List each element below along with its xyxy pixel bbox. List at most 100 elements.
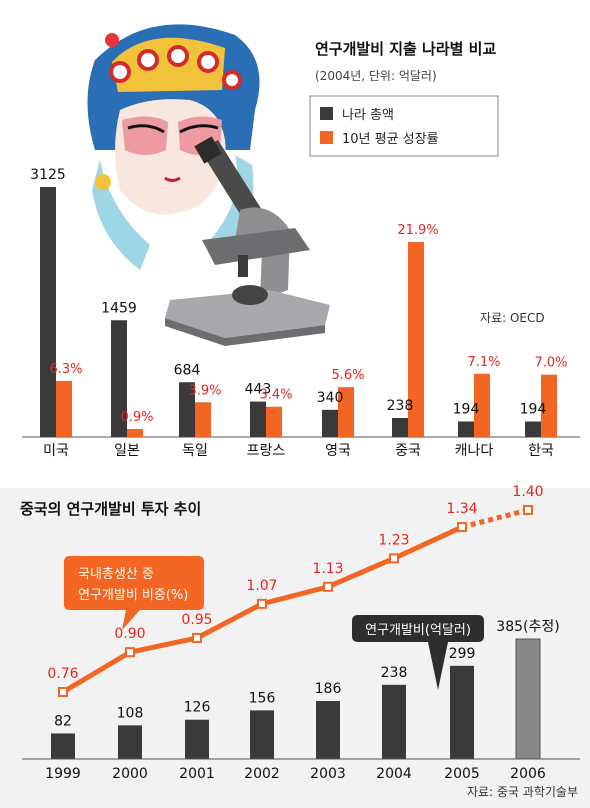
microscope-illustration	[165, 136, 330, 346]
line-point-label: 0.76	[47, 666, 78, 682]
line-callout-text-1: 국내총생산 중	[78, 567, 154, 582]
bar-rd-label: 156	[249, 690, 276, 706]
year-label: 2003	[310, 766, 346, 782]
bar-total-label: 194	[453, 401, 480, 417]
line-point-label: 1.40	[512, 484, 543, 500]
bar-rd-label: 108	[117, 705, 144, 721]
category-label: 영국	[325, 443, 351, 459]
line-point-label: 0.90	[114, 626, 145, 642]
line-point-label: 1.07	[246, 578, 277, 594]
bar-growth	[195, 402, 211, 437]
bar-rd-label: 238	[381, 665, 408, 681]
bar-estimate	[515, 638, 541, 760]
line-series-projection	[461, 507, 529, 530]
year-label: 2002	[244, 766, 280, 782]
category-label: 프랑스	[247, 443, 286, 459]
bar-total	[392, 417, 408, 437]
bar-growth-label: 0.9%	[120, 410, 153, 425]
bar-total	[179, 382, 195, 437]
bar-growth	[56, 380, 72, 437]
bar-growth	[408, 242, 424, 437]
line-point-marker	[192, 632, 202, 643]
bar-rd-label: 82	[54, 713, 72, 729]
bar-rd-spending	[185, 719, 209, 759]
legend-swatch-growth	[320, 131, 333, 144]
year-label: 2006	[510, 766, 546, 782]
line-point-label: 1.34	[446, 501, 477, 517]
legend-label-total: 나라 총액	[342, 108, 394, 123]
bar-total-label: 684	[174, 362, 201, 378]
bar-rd-spending	[450, 665, 474, 759]
bar-total-label: 340	[317, 390, 344, 406]
year-label: 2004	[376, 766, 412, 782]
bar-rd-spending	[316, 701, 340, 759]
legend-swatch-total	[320, 107, 333, 120]
line-point-marker	[257, 598, 267, 609]
bar-growth-label: 21.9%	[397, 223, 438, 238]
bar-total	[40, 187, 56, 437]
bar-total	[458, 421, 474, 437]
line-series-callout: 국내총생산 중 연구개발비 비중(%)	[64, 556, 204, 630]
bar-rd-spending	[382, 684, 406, 759]
bar-total	[322, 409, 338, 437]
line-point-label: 1.13	[312, 561, 343, 577]
legend-label-growth: 10년 평균 성장률	[342, 132, 439, 147]
bottom-chart-title: 중국의 연구개발비 투자 추이	[20, 500, 201, 518]
line-point-marker	[389, 553, 399, 564]
top-chart-title: 연구개발비 지출 나라별 비교	[315, 40, 496, 58]
bar-growth	[127, 428, 143, 437]
category-label: 한국	[528, 443, 554, 459]
bottom-panel-bg	[0, 488, 590, 808]
bar-rd-label: 299	[449, 646, 476, 662]
bar-growth-label: 7.0%	[534, 356, 567, 371]
bar-total	[250, 401, 266, 437]
top-chart-source: 자료: OECD	[480, 311, 545, 325]
top-chart-subtitle: (2004년, 단위: 억달러)	[315, 69, 437, 83]
line-point-marker	[457, 522, 467, 533]
category-label: 일본	[114, 443, 140, 459]
bar-series-callout: 연구개발비(억달러)	[352, 615, 484, 690]
category-label: 캐나다	[455, 443, 494, 459]
year-label: 1999	[45, 766, 81, 782]
bottom-chart-source: 자료: 중국 과학기술부	[467, 785, 578, 799]
category-label: 중국	[395, 443, 421, 459]
bar-rd-spending	[118, 725, 142, 759]
opera-mask-illustration	[87, 24, 260, 270]
bar-total-label: 3125	[30, 167, 66, 183]
bar-growth	[338, 387, 354, 437]
bar-rd-label: 126	[184, 700, 211, 716]
line-point-marker	[58, 687, 68, 697]
year-label: 2001	[179, 766, 215, 782]
category-label: 독일	[182, 443, 208, 459]
bar-total-label: 443	[245, 382, 272, 398]
bar-total-label: 194	[520, 401, 547, 417]
bar-growth	[266, 406, 282, 437]
bar-total	[525, 421, 541, 437]
year-label: 2000	[112, 766, 148, 782]
bar-growth-label: 7.1%	[467, 355, 500, 370]
bar-total-label: 1459	[101, 300, 137, 316]
top-chart-legend: 나라 총액 10년 평균 성장률	[309, 95, 499, 157]
bar-total	[111, 320, 127, 437]
line-callout-text-2: 연구개발비 비중(%)	[78, 588, 188, 603]
bar-growth-label: 6.3%	[49, 362, 82, 377]
bar-total-label: 238	[387, 398, 414, 414]
line-point-marker	[125, 647, 135, 658]
line-point-marker	[323, 581, 333, 592]
line-point-label: 1.23	[378, 532, 409, 548]
bar-growth-label: 3.9%	[188, 383, 221, 398]
category-label: 미국	[43, 443, 69, 459]
bar-growth	[474, 373, 490, 437]
year-label: 2005	[444, 766, 480, 782]
line-point-marker	[523, 505, 533, 515]
bar-rd-label: 186	[315, 681, 342, 697]
line-point-label: 0.95	[181, 612, 212, 628]
bar-rd-spending	[51, 733, 75, 759]
bar-callout-text: 연구개발비(억달러)	[365, 623, 471, 638]
bottom-chart-marks: 82 1999 108 2000 126 2001 156 2002 186 2003 238 200…	[45, 484, 560, 782]
bar-growth	[541, 374, 557, 437]
bar-rd-label: 385(추정)	[496, 619, 559, 635]
bar-rd-spending	[250, 710, 274, 759]
bar-growth-label: 5.6%	[331, 368, 364, 383]
